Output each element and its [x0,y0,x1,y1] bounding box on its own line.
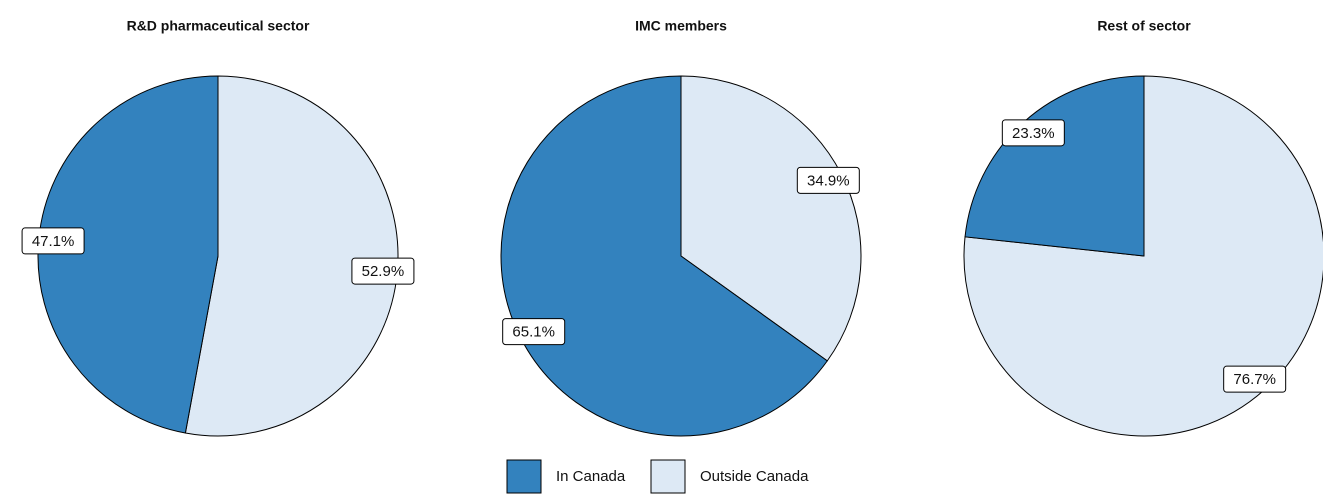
data-label: 65.1% [512,324,555,341]
legend-label: Outside Canada [700,468,809,485]
chart-title: IMC members [635,18,727,34]
label-box [502,318,566,346]
label-box [1001,119,1065,147]
data-label: 52.9% [362,263,405,280]
chart-title: R&D pharmaceutical sector [127,18,310,34]
label-box [351,257,415,285]
pie-slice [964,75,1145,257]
label-box [1223,365,1287,393]
data-label: 34.9% [807,172,850,189]
data-label: 23.3% [1012,125,1055,142]
data-label: 76.7% [1233,371,1276,388]
label-box [21,227,85,255]
data-label: 47.1% [32,233,75,250]
pie-slice [37,75,219,434]
chart-title: Rest of sector [1097,18,1191,34]
legend-label: In Canada [556,468,626,485]
label-box [796,166,860,194]
legend-swatch [506,459,542,494]
legend-swatch [650,459,686,494]
